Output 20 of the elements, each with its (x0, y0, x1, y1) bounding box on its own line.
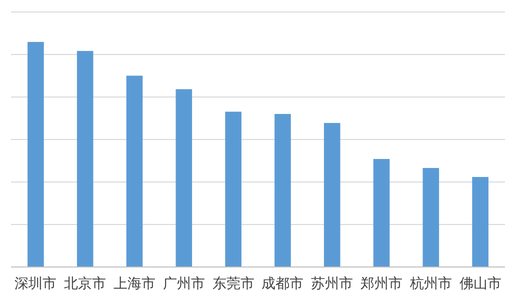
x-tick-label: 广州市 (162, 276, 205, 292)
bar (373, 158, 390, 267)
bar (176, 89, 192, 267)
bar (472, 176, 488, 267)
x-tick-label: 成都市 (262, 276, 304, 292)
x-tick-label: 佛山市 (459, 276, 502, 292)
x-tick-label: 北京市 (64, 276, 106, 292)
x-tick-label: 郑州市 (360, 276, 402, 292)
bar (76, 50, 94, 267)
x-tick-label: 东莞市 (212, 276, 254, 292)
bar (28, 42, 44, 267)
bar (422, 168, 440, 267)
x-tick-label: 上海市 (114, 276, 156, 292)
bar (324, 122, 340, 267)
x-tick-label: 深圳市 (14, 276, 57, 292)
bar (274, 114, 291, 267)
x-tick-label: 杭州市 (408, 276, 452, 292)
x-tick-label: 苏州市 (311, 276, 354, 292)
bar (126, 76, 143, 267)
bar (225, 112, 242, 267)
